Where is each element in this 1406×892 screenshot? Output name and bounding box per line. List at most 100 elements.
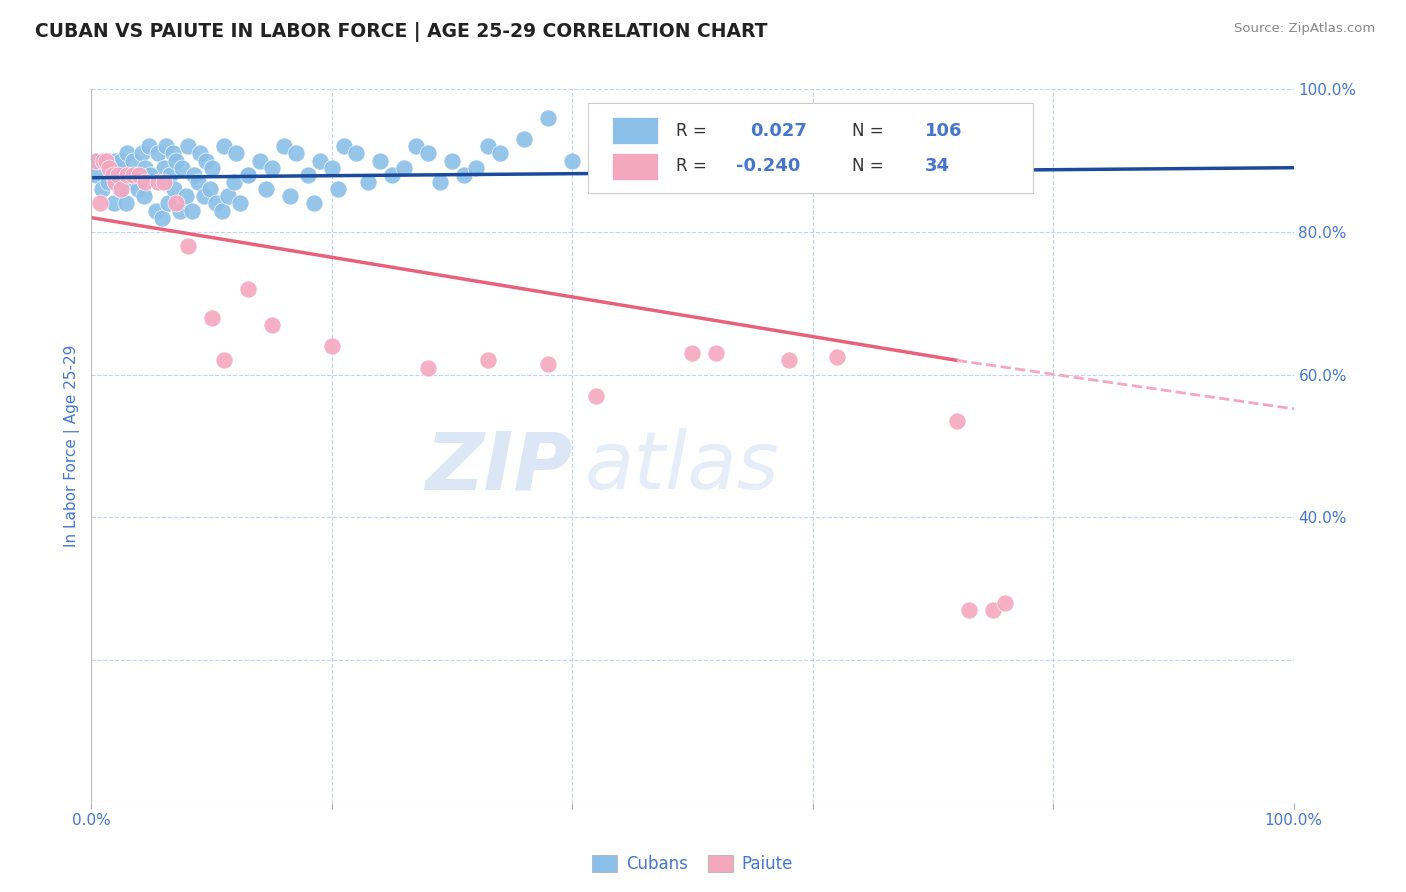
Point [91,182,114,196]
Text: atlas: atlas [585,428,779,507]
Point [94,153,117,168]
Point [561,153,583,168]
Point [429,175,451,189]
Point [146,146,169,161]
Text: R =: R = [676,121,706,139]
Y-axis label: In Labor Force | Age 25-29: In Labor Force | Age 25-29 [65,345,80,547]
Point [994,596,1017,610]
Point [165,196,187,211]
Point [128,175,150,189]
Point [110,182,132,196]
Point [681,168,703,182]
Point [107,168,129,182]
Point [477,139,499,153]
Point [134,175,156,189]
Text: 106: 106 [925,121,962,139]
Point [778,353,800,368]
Point [181,203,204,218]
Point [453,168,475,182]
Point [110,153,132,168]
Point [101,175,124,189]
Point [416,146,439,161]
Point [159,168,181,182]
Point [187,175,209,189]
Point [145,203,167,218]
Point [706,146,728,161]
Point [392,161,415,175]
Point [84,153,107,168]
Point [194,153,217,168]
Point [84,168,107,182]
Point [114,175,136,189]
Point [201,161,224,175]
Text: CUBAN VS PAIUTE IN LABOR FORCE | AGE 25-29 CORRELATION CHART: CUBAN VS PAIUTE IN LABOR FORCE | AGE 25-… [35,22,768,42]
Point [94,153,117,168]
Point [778,161,800,175]
Point [121,175,143,189]
Point [273,139,295,153]
Point [201,310,224,325]
Point [754,175,776,189]
Point [609,146,631,161]
Legend: Cubans, Paiute: Cubans, Paiute [586,848,799,880]
Point [333,139,356,153]
Point [681,346,703,360]
Text: Source: ZipAtlas.com: Source: ZipAtlas.com [1234,22,1375,36]
Point [440,153,463,168]
Point [465,161,488,175]
Point [89,196,111,211]
Text: 0.027: 0.027 [751,121,807,139]
Point [585,389,607,403]
Point [101,168,124,182]
Point [183,168,205,182]
Point [93,153,115,168]
Point [946,168,969,182]
Text: R =: R = [676,157,706,175]
Point [260,318,283,332]
Point [152,161,174,175]
Point [157,196,180,211]
Point [217,189,239,203]
Point [165,153,187,168]
Text: ZIP: ZIP [425,428,572,507]
Point [873,146,896,161]
Point [152,175,174,189]
Point [801,139,824,153]
Point [284,146,307,161]
Point [981,603,1004,617]
Point [229,196,252,211]
Point [134,189,156,203]
FancyBboxPatch shape [588,103,1032,193]
Point [205,196,228,211]
Point [162,146,184,161]
Point [89,153,111,168]
Point [103,196,125,211]
Point [537,111,560,125]
Point [134,161,156,175]
Point [344,146,367,161]
Text: -0.240: -0.240 [735,157,800,175]
Point [957,603,980,617]
Point [825,350,848,364]
Point [98,153,121,168]
Point [131,146,153,161]
Point [176,189,198,203]
Point [117,168,139,182]
Point [146,175,169,189]
Point [211,203,233,218]
Point [922,111,945,125]
Point [585,168,607,182]
Point [176,239,198,253]
Point [193,189,215,203]
Point [122,168,145,182]
FancyBboxPatch shape [612,153,658,180]
Point [212,353,235,368]
Point [139,168,162,182]
Point [200,182,222,196]
Point [657,139,679,153]
FancyBboxPatch shape [612,117,658,145]
Point [115,196,138,211]
Point [138,139,160,153]
Point [946,414,969,428]
Point [117,146,139,161]
